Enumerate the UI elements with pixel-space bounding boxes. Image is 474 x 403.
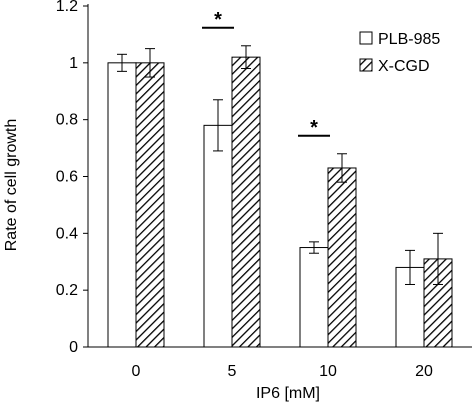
legend-label: X-CGD (378, 58, 430, 75)
bar (327, 167, 357, 348)
y-tick-label: 0 (69, 339, 78, 356)
bar (231, 56, 261, 348)
bar (135, 62, 165, 348)
bars (107, 45, 453, 348)
y-axis-label: Rate of cell growth (3, 119, 20, 252)
x-tick-label: 0 (132, 363, 141, 380)
significance-star: * (214, 9, 222, 31)
x-axis-ticks: 0 5 10 20 (132, 363, 433, 380)
x-axis-label: IP6 [mM] (256, 385, 320, 402)
legend-swatch (359, 31, 373, 45)
bar (107, 62, 137, 348)
legend-label: PLB-985 (378, 31, 440, 48)
y-tick-label: 0.4 (56, 225, 78, 242)
significance-annotations: ** (202, 9, 330, 139)
y-tick-label: 0.2 (56, 282, 78, 299)
significance-star: * (310, 117, 318, 139)
legend-swatch (359, 58, 373, 72)
y-tick-label: 0.8 (56, 112, 78, 129)
y-tick-label: 1.2 (56, 0, 78, 15)
axes (87, 4, 472, 348)
bar (299, 247, 329, 348)
y-axis-ticks: 0 0.2 0.4 0.6 0.8 1 1.2 (56, 0, 88, 356)
legend: PLB-985 X-CGD (359, 31, 440, 75)
x-tick-label: 5 (228, 363, 237, 380)
x-tick-label: 10 (319, 363, 337, 380)
x-tick-label: 20 (415, 363, 433, 380)
y-tick-label: 1 (69, 55, 78, 72)
bar (203, 124, 233, 348)
y-tick-label: 0.6 (56, 169, 78, 186)
